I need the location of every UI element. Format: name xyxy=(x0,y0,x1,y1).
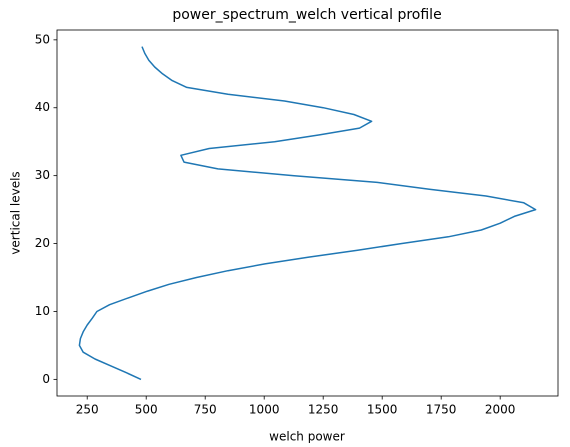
y-tick-label: 0 xyxy=(42,372,50,386)
x-tick-label: 1500 xyxy=(367,403,398,417)
y-tick-label: 50 xyxy=(35,32,50,46)
x-axis-label: welch power xyxy=(269,430,345,444)
y-tick-label: 40 xyxy=(35,100,50,114)
x-tick-label: 750 xyxy=(194,403,217,417)
y-tick-label: 10 xyxy=(35,304,50,318)
data-line xyxy=(78,46,537,381)
y-axis-label: vertical levels xyxy=(9,171,23,254)
plot-frame xyxy=(56,29,559,397)
chart-title: power_spectrum_welch vertical profile xyxy=(172,7,441,23)
x-tick-label: 1000 xyxy=(249,403,280,417)
y-tick-label: 30 xyxy=(35,168,50,182)
x-tick-label: 500 xyxy=(135,403,158,417)
x-tick-label: 2000 xyxy=(485,403,516,417)
y-tick-label: 20 xyxy=(35,236,50,250)
x-tick-label: 1250 xyxy=(308,403,339,417)
x-tick-label: 1750 xyxy=(426,403,457,417)
x-tick-label: 250 xyxy=(76,403,99,417)
